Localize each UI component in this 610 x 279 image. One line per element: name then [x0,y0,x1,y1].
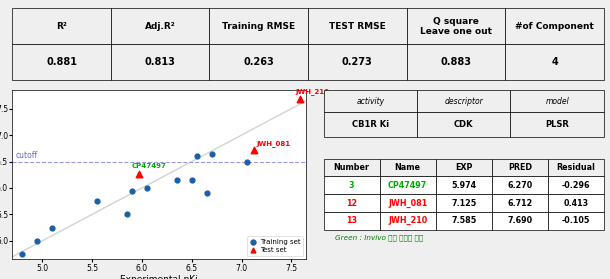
Training set [142,186,152,190]
Point [134,172,144,176]
Text: CP47497: CP47497 [131,163,166,169]
Text: JWH_210: JWH_210 [295,88,329,95]
Text: JWH_081: JWH_081 [256,140,290,147]
Training set [187,178,196,182]
Training set [32,239,42,243]
Training set [127,188,137,193]
Training set [207,151,217,156]
Legend: Training set, Test set: Training set, Test set [247,236,303,256]
Text: Green : Invivo 약용 의존성 없음: Green : Invivo 약용 의존성 없음 [335,235,423,241]
Training set [192,154,201,158]
Point [249,148,259,153]
Training set [172,178,182,182]
Point [295,96,305,101]
Text: cutoff: cutoff [15,151,37,160]
X-axis label: Experimental pKi: Experimental pKi [120,275,198,279]
Training set [17,252,27,256]
Training set [242,159,251,164]
Training set [122,212,132,217]
Training set [47,225,57,230]
Training set [92,199,102,203]
Training set [202,191,212,196]
